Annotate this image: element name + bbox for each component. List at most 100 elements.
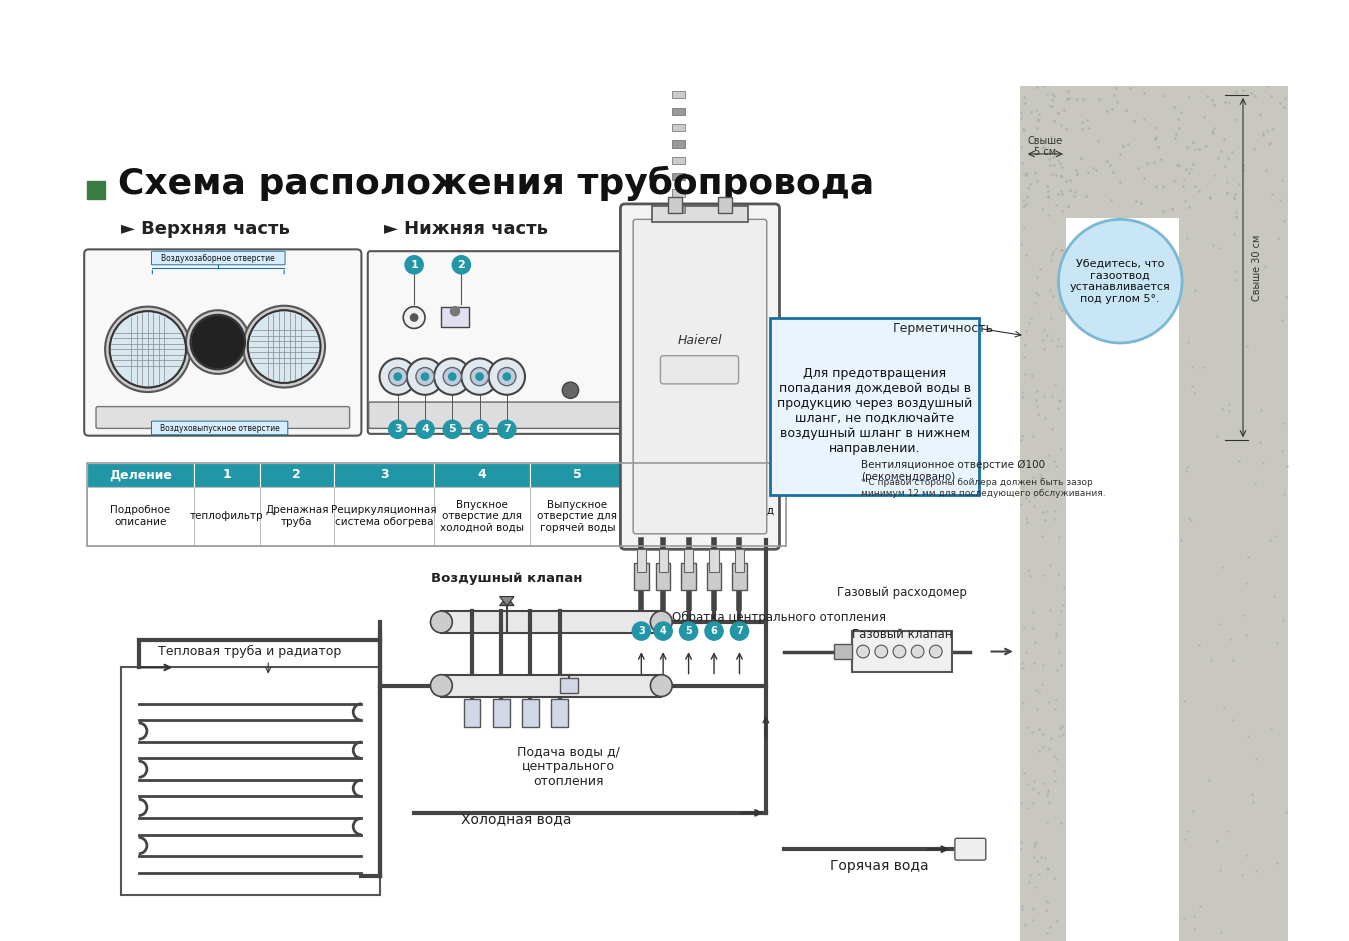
Text: ► Верхняя часть: ► Верхняя часть: [120, 220, 290, 238]
Text: Рециркуляционная
система обогрева: Рециркуляционная система обогрева: [332, 505, 437, 527]
Text: Воздуховыпускное отверстие: Воздуховыпускное отверстие: [159, 423, 279, 433]
Bar: [1025, 12, 1031, 22]
Bar: [695, 2, 703, 15]
Bar: [672, 206, 685, 213]
Circle shape: [407, 359, 444, 395]
Text: 7: 7: [737, 626, 743, 636]
Bar: [672, 107, 685, 115]
Circle shape: [410, 314, 418, 321]
Bar: [853, 631, 952, 672]
Bar: [878, 3, 888, 18]
Circle shape: [415, 368, 434, 386]
Bar: [335, 486, 434, 546]
Bar: [778, 3, 788, 18]
Bar: [434, 463, 530, 486]
Bar: [1041, 40, 1047, 49]
Bar: [194, 463, 259, 486]
Bar: [839, 3, 847, 18]
Circle shape: [444, 368, 461, 386]
Bar: [672, 42, 685, 50]
Bar: [464, 699, 480, 726]
FancyBboxPatch shape: [368, 402, 622, 428]
Bar: [711, 2, 719, 15]
Bar: [1033, 40, 1039, 49]
Bar: [1020, 86, 1066, 941]
Bar: [530, 486, 625, 546]
Bar: [86, 182, 105, 199]
Bar: [699, 3, 708, 18]
Text: Воздушный клапан: Воздушный клапан: [432, 572, 583, 585]
Bar: [679, 3, 688, 18]
Circle shape: [243, 306, 325, 388]
Circle shape: [105, 307, 190, 392]
Bar: [1025, 25, 1031, 35]
Bar: [658, 550, 668, 572]
Circle shape: [430, 611, 452, 633]
Circle shape: [415, 421, 434, 439]
Bar: [707, 563, 722, 590]
FancyBboxPatch shape: [633, 219, 766, 534]
Bar: [672, 91, 685, 99]
Text: Свыше 30 см: Свыше 30 см: [1252, 234, 1263, 301]
Bar: [1050, 40, 1055, 49]
Bar: [194, 486, 259, 546]
Text: 2: 2: [457, 260, 465, 270]
Text: 3: 3: [394, 424, 402, 435]
Text: Вентиляционное отверстие Ø100
(рекомендовано): Вентиляционное отверстие Ø100 (рекомендо…: [861, 460, 1045, 482]
Bar: [672, 140, 685, 148]
Text: ► Нижняя часть: ► Нижняя часть: [384, 220, 548, 238]
Circle shape: [893, 646, 905, 658]
Bar: [793, 2, 800, 15]
Circle shape: [461, 359, 498, 395]
Circle shape: [662, 0, 695, 26]
Bar: [672, 58, 685, 66]
Bar: [672, 75, 685, 82]
Text: * С правой стороны бойлера должен быть зазор
минимум 12 мм для последующего обсл: * С правой стороны бойлера должен быть з…: [861, 478, 1106, 498]
Bar: [799, 3, 808, 18]
Text: Впускное
отверстие для
холодной воды: Впускное отверстие для холодной воды: [440, 500, 523, 533]
Text: Деление: Деление: [109, 469, 171, 481]
Bar: [710, 550, 719, 572]
Bar: [998, 3, 1008, 18]
Circle shape: [421, 373, 429, 380]
Circle shape: [403, 307, 425, 328]
Bar: [733, 563, 747, 590]
Bar: [652, 206, 747, 222]
Circle shape: [563, 382, 579, 398]
Polygon shape: [499, 597, 514, 606]
Circle shape: [434, 359, 471, 395]
Circle shape: [186, 311, 250, 374]
Bar: [668, 197, 683, 213]
Circle shape: [430, 675, 452, 696]
Bar: [1050, 12, 1055, 22]
Bar: [672, 173, 685, 181]
Bar: [494, 699, 510, 726]
Circle shape: [503, 373, 510, 380]
Text: 6: 6: [476, 424, 483, 435]
Circle shape: [650, 611, 672, 633]
Text: Убедитесь, что
газоотвод
устанавливается
под углом 5°.: Убедитесь, что газоотвод устанавливается…: [1070, 259, 1171, 304]
Bar: [259, 486, 335, 546]
FancyBboxPatch shape: [621, 204, 780, 550]
Bar: [684, 550, 693, 572]
Bar: [1058, 25, 1063, 35]
Circle shape: [444, 421, 461, 439]
Text: 1: 1: [410, 260, 418, 270]
Text: Haierel: Haierel: [677, 334, 722, 346]
Text: 4: 4: [660, 626, 666, 636]
Circle shape: [912, 646, 924, 658]
Text: 6: 6: [668, 469, 677, 481]
Text: Горячая вода: Горячая вода: [830, 858, 928, 872]
Text: 5: 5: [448, 424, 456, 435]
FancyBboxPatch shape: [151, 251, 285, 264]
Bar: [745, 2, 751, 15]
Text: Воздухозаборное отверстие: Воздухозаборное отверстие: [161, 254, 275, 263]
Circle shape: [405, 256, 424, 274]
Circle shape: [452, 256, 471, 274]
Bar: [681, 563, 696, 590]
FancyBboxPatch shape: [84, 249, 362, 436]
Circle shape: [650, 675, 672, 696]
Bar: [858, 3, 867, 18]
Circle shape: [394, 373, 402, 380]
Circle shape: [654, 622, 672, 640]
